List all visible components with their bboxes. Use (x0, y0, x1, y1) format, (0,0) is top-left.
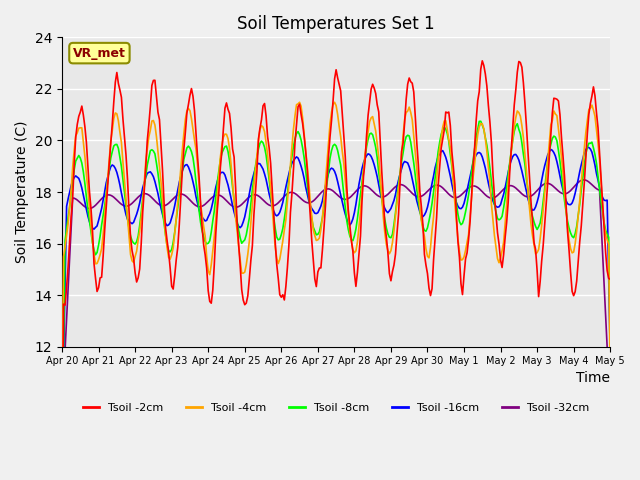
Text: VR_met: VR_met (73, 47, 126, 60)
Title: Soil Temperatures Set 1: Soil Temperatures Set 1 (237, 15, 435, 33)
X-axis label: Time: Time (576, 372, 610, 385)
Y-axis label: Soil Temperature (C): Soil Temperature (C) (15, 121, 29, 263)
Legend: Tsoil -2cm, Tsoil -4cm, Tsoil -8cm, Tsoil -16cm, Tsoil -32cm: Tsoil -2cm, Tsoil -4cm, Tsoil -8cm, Tsoi… (78, 399, 594, 418)
